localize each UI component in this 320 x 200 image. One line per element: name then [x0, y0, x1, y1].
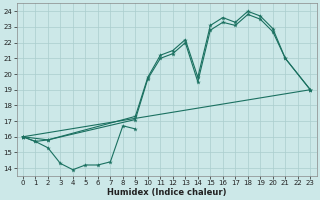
X-axis label: Humidex (Indice chaleur): Humidex (Indice chaleur) [107, 188, 226, 197]
